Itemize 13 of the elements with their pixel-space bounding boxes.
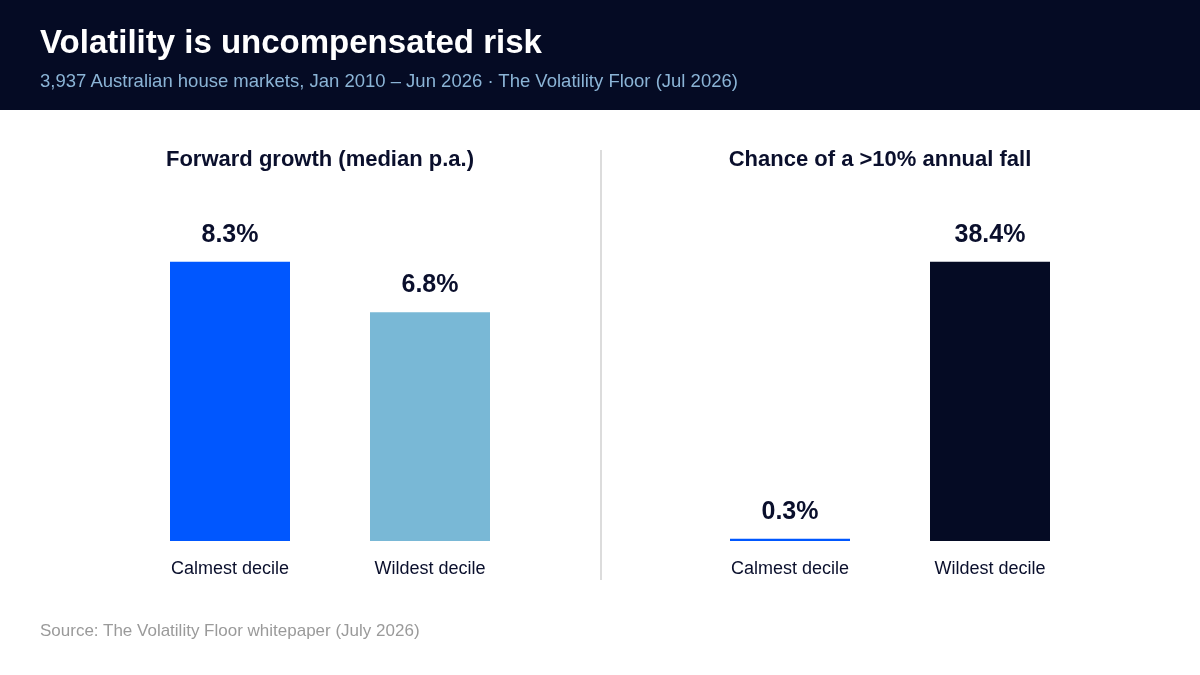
chart-title: Forward growth (median p.a.) (165, 146, 475, 172)
text: 3,937 Australian house markets, Jan 2010 – Jun 2026 · The Volatility Floor (Jul 2026) (40, 70, 738, 92)
x-tick-label: Calmest decile (730, 557, 850, 578)
x-tick-label: Wildest decile (374, 557, 486, 578)
x-tick-label: Calmest decile (170, 557, 290, 578)
chart-title: Chance of a >10% annual fall (727, 146, 1033, 172)
data-label: 8.3% (201, 218, 259, 247)
data-label: 38.4% (954, 218, 1026, 247)
source-note: Source: The Volatility Floor whitepaper (July 2026) (40, 621, 420, 641)
x-tick-label: Wildest decile (934, 557, 1046, 578)
text: Volatility is uncompensated risk (40, 23, 542, 61)
data-label: 6.8% (401, 269, 459, 298)
data-label: 0.3% (761, 495, 819, 524)
